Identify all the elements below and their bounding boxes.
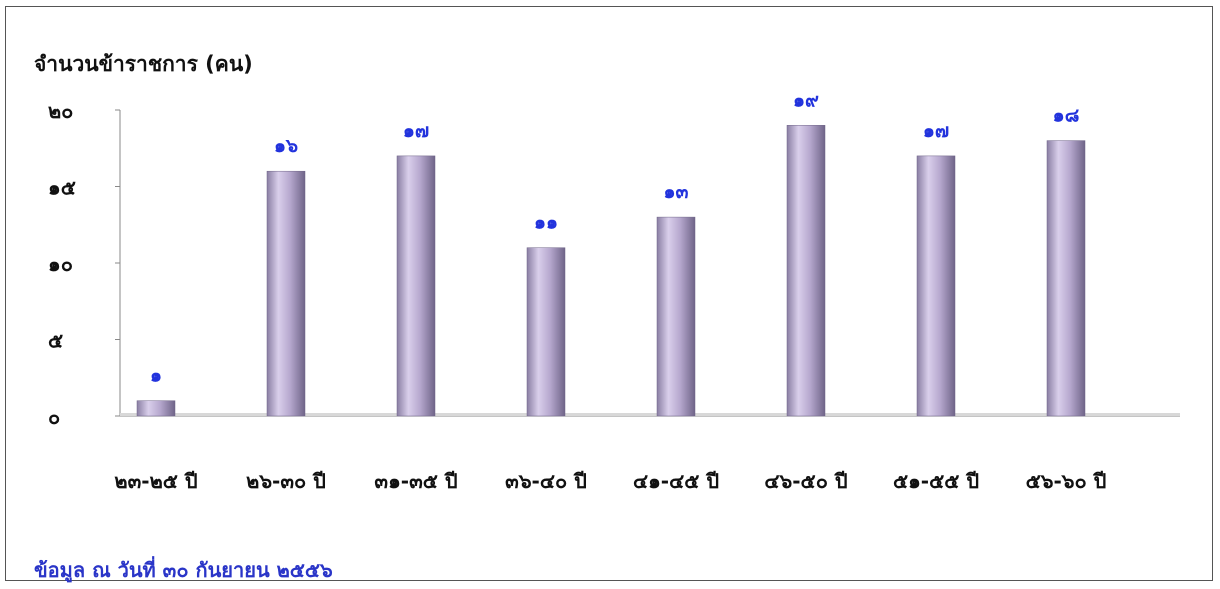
y-tick-label: ๕ xyxy=(48,329,63,353)
y-tick-label: ๒๐ xyxy=(48,99,73,123)
bar-value-label: ๑๗ xyxy=(403,120,429,142)
x-tick-label: ๒๓-๒๕ ปี xyxy=(114,469,197,493)
x-tick-label: ๕๖-๖๐ ปี xyxy=(1026,469,1107,493)
x-tick-label: ๔๑-๔๕ ปี xyxy=(633,469,719,493)
x-tick-label: ๓๑-๓๕ ปี xyxy=(374,469,457,493)
bar xyxy=(1046,140,1086,417)
y-tick-label: ๑๕ xyxy=(48,176,76,200)
data-date-note: ข้อมูล ณ วันที่ ๓๐ กันยายน ๒๕๕๖ xyxy=(34,558,333,582)
bar-value-label: ๑๑ xyxy=(534,212,558,234)
bar-value-label: ๑๙ xyxy=(793,89,819,111)
y-tick-label: ๐ xyxy=(48,405,60,429)
chart-frame xyxy=(5,6,1213,581)
bar xyxy=(136,400,176,417)
x-axis-floor xyxy=(120,413,1180,416)
bar xyxy=(266,170,306,417)
y-axis-title: จำนวนข้าราชการ (คน) xyxy=(34,52,253,76)
bar xyxy=(526,247,566,417)
bar-value-label: ๑ xyxy=(150,365,162,387)
x-tick-label: ๕๑-๕๕ ปี xyxy=(893,469,979,493)
x-tick-label: ๔๖-๕๐ ปี xyxy=(764,469,847,493)
bar xyxy=(656,216,696,417)
bar-value-label: ๑๖ xyxy=(274,135,298,157)
bar xyxy=(786,125,826,417)
bar-value-label: ๑๓ xyxy=(663,181,688,203)
bar-value-label: ๑๗ xyxy=(923,120,949,142)
bar xyxy=(396,155,436,417)
bar xyxy=(916,155,956,417)
bar-value-label: ๑๘ xyxy=(1053,105,1080,127)
y-tick-label: ๑๐ xyxy=(48,252,73,276)
x-tick-label: ๓๖-๔๐ ปี xyxy=(505,469,587,493)
x-tick-label: ๒๖-๓๐ ปี xyxy=(246,469,326,493)
